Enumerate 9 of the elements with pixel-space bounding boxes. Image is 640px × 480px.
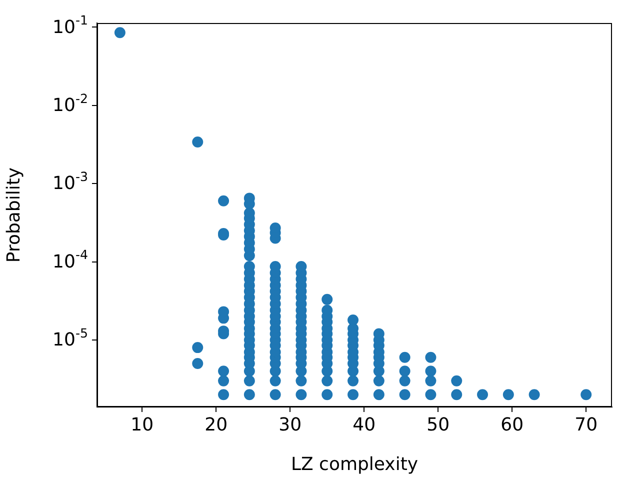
x-tick-label: 30: [278, 414, 302, 436]
x-tick-label: 70: [574, 414, 598, 436]
x-axis-title: LZ complexity: [290, 454, 418, 475]
x-tick-label: 40: [352, 414, 376, 436]
x-tick-label: 20: [204, 414, 228, 436]
x-tick-label: 10: [130, 414, 154, 436]
y-axis-title: Probability: [3, 167, 24, 263]
x-tick-label: 50: [426, 414, 450, 436]
x-tick-label: 60: [500, 414, 524, 436]
